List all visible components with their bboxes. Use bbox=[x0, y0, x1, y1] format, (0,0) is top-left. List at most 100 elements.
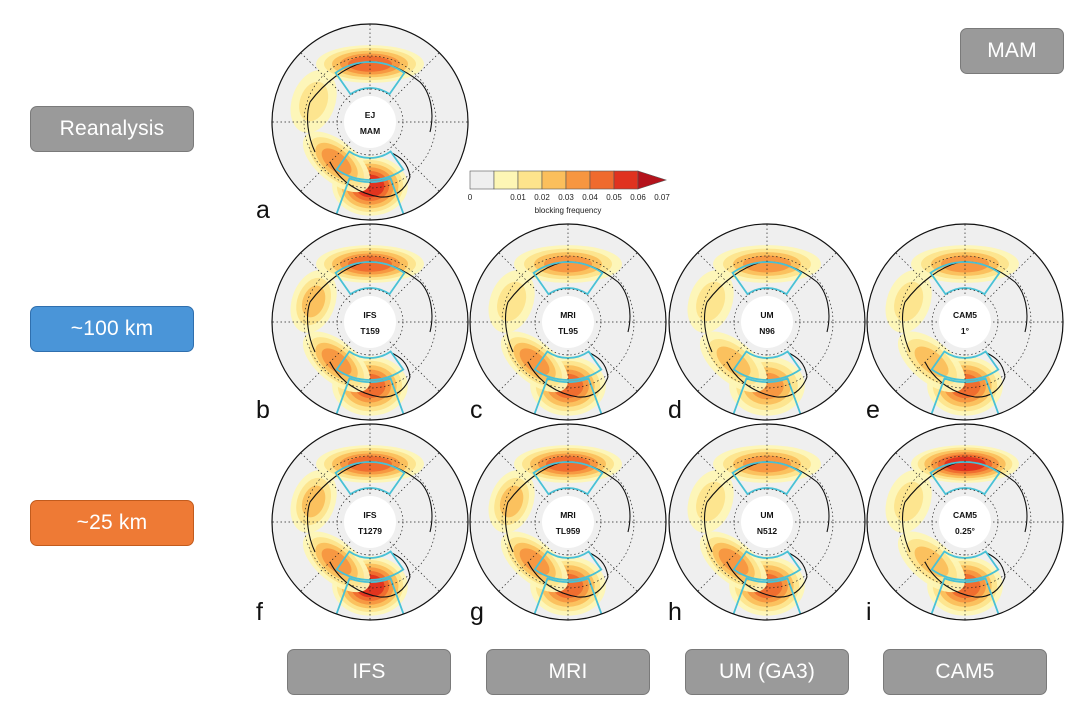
colorbar-tick-label: 0.03 bbox=[558, 193, 574, 202]
blocking-frequency-blob bbox=[696, 481, 726, 522]
polar-map: UM N512 bbox=[668, 423, 866, 621]
panel-model-name: IFS bbox=[363, 510, 377, 520]
polar-map: MRI TL959 bbox=[469, 423, 667, 621]
region-box bbox=[929, 461, 1001, 496]
map-panel-e: CAM5 1° bbox=[865, 222, 1065, 422]
colorbar-swatch bbox=[493, 170, 519, 190]
colorbar-swatch bbox=[565, 170, 591, 190]
blocking-frequency-blob bbox=[299, 81, 329, 122]
blocking-frequency-blob bbox=[497, 281, 527, 322]
latitude-line bbox=[501, 455, 635, 589]
blocking-frequency-blob bbox=[321, 148, 352, 176]
model-label-um: UM (GA3) bbox=[685, 649, 849, 695]
map-border bbox=[469, 223, 667, 421]
polar-map: CAM5 0.25° bbox=[866, 423, 1064, 621]
colorbar-swatch bbox=[469, 170, 495, 190]
region-box bbox=[732, 550, 802, 581]
pole-cap bbox=[542, 296, 594, 348]
latitude-line bbox=[700, 255, 834, 389]
panel-resolution: T1279 bbox=[358, 526, 382, 536]
panel-resolution: TL959 bbox=[556, 526, 581, 536]
colorbar-swatch bbox=[517, 170, 543, 190]
panel-resolution: N96 bbox=[759, 326, 775, 336]
polar-map: MRI TL95 bbox=[469, 223, 667, 421]
region-box bbox=[731, 261, 803, 296]
colorbar-swatch bbox=[541, 170, 567, 190]
panel-model-name: MRI bbox=[560, 510, 576, 520]
map-border bbox=[668, 423, 866, 621]
panel-model-name: EJ bbox=[365, 110, 376, 120]
panel-resolution: T159 bbox=[360, 326, 380, 336]
row-label-100km: ~100 km bbox=[30, 306, 194, 352]
pole-cap bbox=[344, 296, 396, 348]
blocking-frequency-blob bbox=[348, 456, 392, 472]
colorbar: 0 0.01 0.02 0.03 0.04 0.05 0.06 0.07 blocking f… bbox=[468, 168, 673, 220]
pole-cap bbox=[344, 96, 396, 148]
latitude-line bbox=[303, 455, 437, 589]
panel-model-name: CAM5 bbox=[953, 510, 977, 520]
polar-map: CAM5 1° bbox=[866, 223, 1064, 421]
panel-model-name: MRI bbox=[560, 310, 576, 320]
pole-cap bbox=[344, 496, 396, 548]
latitude-line bbox=[898, 455, 1032, 589]
blocking-frequency-blob bbox=[544, 255, 592, 273]
panel-letter-d: d bbox=[668, 396, 682, 424]
colorbar-tick-label: 0.05 bbox=[606, 193, 622, 202]
latitude-line bbox=[700, 455, 834, 589]
region-box bbox=[532, 461, 604, 496]
blocking-frequency-blob bbox=[546, 456, 590, 472]
panel-letter-f: f bbox=[256, 598, 263, 626]
panel-letter-e: e bbox=[866, 396, 880, 424]
panel-resolution: MAM bbox=[360, 126, 380, 136]
blocking-frequency-blob bbox=[519, 548, 550, 576]
region-box bbox=[335, 150, 405, 181]
polar-map: UM N96 bbox=[668, 223, 866, 421]
model-label-cam5: CAM5 bbox=[883, 649, 1047, 695]
colorbar-tick-label: 0.04 bbox=[582, 193, 598, 202]
panel-resolution: 0.25° bbox=[955, 526, 976, 536]
blocking-frequency-blob bbox=[743, 255, 791, 273]
panel-resolution: TL95 bbox=[558, 326, 578, 336]
latitude-line bbox=[501, 255, 635, 389]
pole-cap bbox=[741, 296, 793, 348]
panel-model-name: IFS bbox=[363, 310, 377, 320]
region-box bbox=[334, 261, 406, 296]
row-label-25km: ~25 km bbox=[30, 500, 194, 546]
map-panel-c: MRI TL95 bbox=[468, 222, 668, 422]
region-box bbox=[334, 461, 406, 496]
map-panel-i: CAM5 0.25° bbox=[865, 422, 1065, 622]
panel-letter-h: h bbox=[668, 598, 682, 626]
row-label-reanalysis: Reanalysis bbox=[30, 106, 194, 152]
blocking-frequency-blob bbox=[696, 281, 726, 322]
map-border bbox=[271, 423, 469, 621]
colorbar-title: blocking frequency bbox=[534, 206, 602, 215]
map-border bbox=[668, 223, 866, 421]
pole-cap bbox=[542, 496, 594, 548]
blocking-frequency-blob bbox=[894, 281, 924, 322]
colorbar-tick-label: 0.01 bbox=[510, 193, 526, 202]
region-box bbox=[532, 261, 604, 296]
colorbar-tick-label: 0.02 bbox=[534, 193, 550, 202]
map-panel-f: IFS T1279 bbox=[270, 422, 470, 622]
colorbar-swatches bbox=[469, 170, 667, 190]
panel-letter-g: g bbox=[470, 598, 484, 626]
panel-resolution: 1° bbox=[961, 326, 970, 336]
panel-letter-b: b bbox=[256, 396, 270, 424]
region-box bbox=[930, 350, 1000, 381]
panel-model-name: UM bbox=[760, 510, 773, 520]
polar-map: IFS T159 bbox=[271, 223, 469, 421]
blocking-frequency-blob bbox=[944, 456, 986, 472]
map-panel-b: IFS T159 bbox=[270, 222, 470, 422]
map-border bbox=[866, 423, 1064, 621]
panel-letter-i: i bbox=[866, 598, 872, 626]
pole-cap bbox=[741, 496, 793, 548]
colorbar-swatch bbox=[613, 170, 639, 190]
map-panel-d: UM N96 bbox=[667, 222, 867, 422]
colorbar-tick-label: 0.06 bbox=[630, 193, 646, 202]
pole-cap bbox=[939, 496, 991, 548]
region-box bbox=[335, 350, 405, 381]
polar-map: IFS T1279 bbox=[271, 423, 469, 621]
blocking-frequency-blob bbox=[914, 546, 949, 578]
region-box bbox=[334, 61, 406, 96]
map-panel-h: UM N512 bbox=[667, 422, 867, 622]
